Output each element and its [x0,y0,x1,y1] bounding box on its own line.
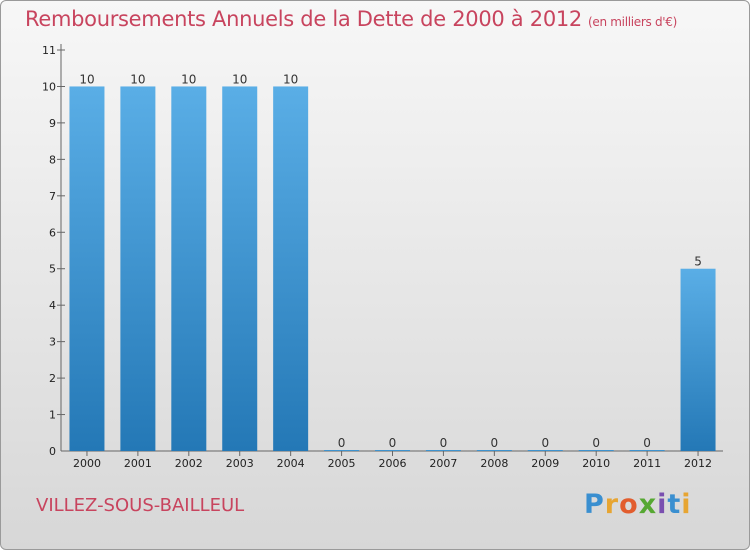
x-tick-label-2001: 2001 [124,457,152,470]
data-label-2003: 10 [232,72,247,86]
y-tick-label: 8 [49,153,56,166]
x-tick-label-2007: 2007 [429,457,457,470]
logo-letter: o [619,489,639,520]
logo-letter: t [667,489,682,520]
bar-2011 [629,450,665,451]
data-label-2004: 10 [283,72,298,86]
chart-title: Remboursements Annuels de la Dette de 20… [25,7,677,31]
y-tick-label: 6 [49,226,56,239]
bar-2007 [425,450,461,451]
y-tick-label: 1 [49,409,56,422]
x-tick-label-2011: 2011 [633,457,661,470]
y-tick-label: 4 [49,299,56,312]
logo-letter: r [604,489,620,520]
data-label-2007: 0 [440,436,448,450]
bar-2008 [476,450,512,451]
data-label-2012: 5 [694,255,702,269]
data-label-2009: 0 [541,436,549,450]
y-tick-label: 7 [49,190,56,203]
bar-2003 [222,86,258,452]
x-tick-label-2005: 2005 [328,457,356,470]
bar-2002 [171,86,207,452]
bars [69,86,716,452]
data-label-2005: 0 [338,436,346,450]
data-label-2001: 10 [130,72,145,86]
bar-2006 [375,450,410,451]
axes: 0 1 2 3 4 5 6 7 8 9 10 11 2000 2001 2002 2003 2004 2005 20… [42,44,723,470]
data-label-2006: 0 [389,436,397,450]
x-tick-label-2006: 2006 [379,457,407,470]
x-tick-label-2010: 2010 [582,457,610,470]
y-tick-label: 5 [49,263,56,276]
data-label-2002: 10 [181,72,196,86]
logo-letter: P [584,489,605,520]
y-tick-label: 0 [49,445,56,458]
bar-2005 [324,450,360,451]
x-tick-label-2012: 2012 [684,457,712,470]
chart-title-text: Remboursements Annuels de la Dette de 20… [25,7,582,31]
data-labels: 10 10 10 10 10 0 0 0 0 0 0 0 5 [79,72,702,450]
logo-letter: x [638,489,658,520]
bar-2012 [680,268,716,451]
y-tick-label: 3 [49,336,56,349]
x-tick-label-2008: 2008 [480,457,508,470]
x-tick-label-2004: 2004 [277,457,305,470]
y-tick-label: 9 [49,117,56,130]
y-tick-label: 10 [42,80,56,93]
commune-name: VILLEZ-SOUS-BAILLEUL [36,495,245,516]
data-label-2011: 0 [643,436,651,450]
x-tick-label-2000: 2000 [73,457,101,470]
data-label-2000: 10 [79,72,94,86]
bar-2000 [69,86,105,452]
logo-letter: i [657,489,668,520]
x-tick-label-2002: 2002 [175,457,203,470]
x-tick-label-2009: 2009 [531,457,559,470]
y-tick-label: 2 [49,372,56,385]
bar-2009 [527,450,563,451]
proxiti-logo: Proxiti [584,489,692,520]
data-label-2008: 0 [491,436,499,450]
y-tick-label: 11 [42,44,56,57]
logo-letter: i [681,489,692,520]
data-label-2010: 0 [592,436,600,450]
bar-2004 [273,86,309,452]
chart-subtitle: (en milliers d'€) [588,15,678,29]
bar-2001 [120,86,156,452]
bar-2010 [578,450,614,451]
x-tick-label-2003: 2003 [226,457,254,470]
